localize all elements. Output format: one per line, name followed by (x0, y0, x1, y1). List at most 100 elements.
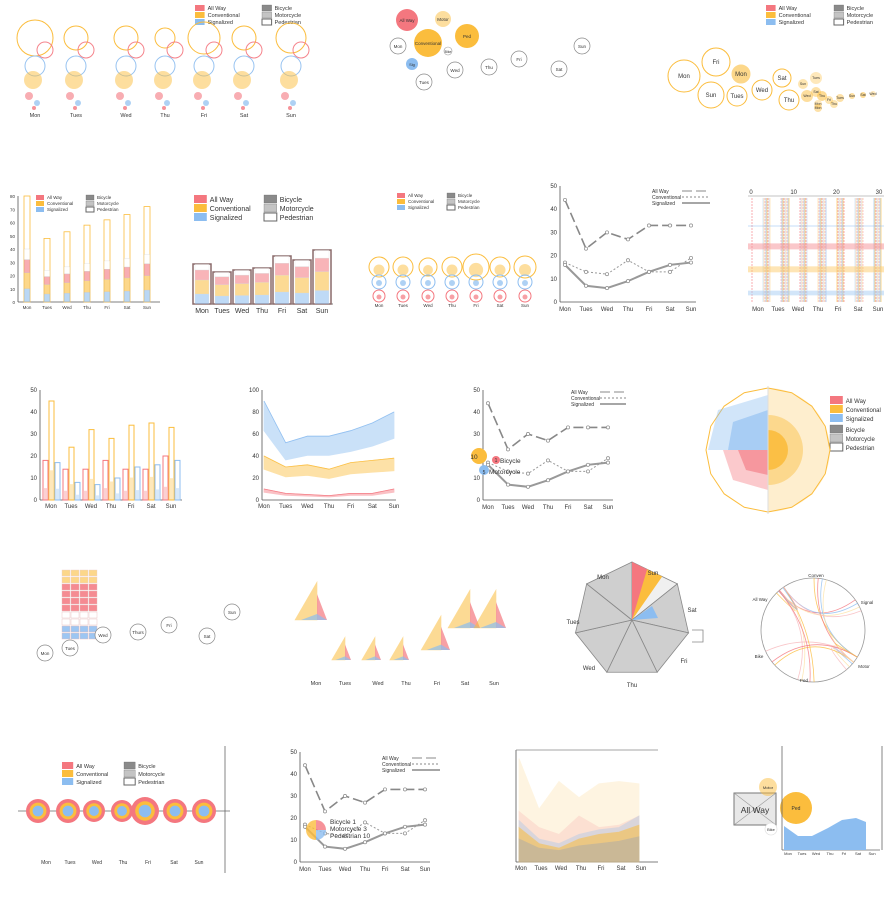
bubble (396, 9, 418, 31)
bar-segment (83, 280, 91, 293)
x-tick-label: Tues (339, 681, 351, 687)
legend-label: Motorcycle (138, 772, 165, 778)
data-point (626, 237, 630, 242)
legend-label: All Way (571, 390, 588, 396)
bar-fill (136, 490, 139, 500)
bar-segment (234, 295, 250, 305)
bar-segment (43, 276, 51, 285)
bubble (203, 100, 209, 106)
pie-label: Motorcycle (489, 469, 521, 476)
waffle-cell (70, 618, 80, 626)
bar-fill (170, 478, 173, 500)
x-tick-label: Thu (576, 866, 586, 872)
sail (393, 656, 409, 660)
waffle-cell (70, 611, 80, 619)
y-tick-label: 30 (550, 230, 557, 236)
bar-segment (143, 254, 151, 264)
x-tick-label: Sat (368, 504, 377, 510)
bubble (155, 92, 163, 100)
x-tick-label: Fri (598, 866, 605, 872)
inline-legend-label: Bicycle 1 (330, 819, 356, 826)
pie-slice (306, 820, 316, 840)
bubble (489, 256, 511, 278)
x-tick-label: Wed (423, 303, 433, 308)
x-tick-label: Tues (64, 504, 77, 510)
pie-value: 5 (483, 470, 486, 476)
data-point (566, 469, 570, 474)
legend-swatch (446, 192, 456, 199)
legend-label: Motorcycle (458, 199, 480, 204)
bubble (406, 58, 418, 70)
bubble (166, 41, 184, 59)
bar-segment (254, 273, 270, 283)
x-tick-label: Sun (286, 113, 296, 119)
bar-segment (83, 271, 91, 282)
bar-segment (103, 260, 111, 270)
data-point (606, 456, 610, 461)
bubble-label: Motor (437, 17, 449, 22)
bubble-label: Mon (815, 106, 822, 110)
bar-fill (164, 486, 167, 500)
bubble-label: Mon (394, 44, 403, 49)
bubble-label: Sun (578, 44, 587, 49)
x-tick-label: Sun (316, 308, 329, 315)
bubble (292, 41, 310, 59)
panel-line-chart-c: 0 10 20 30 40 50 Mon Tues Wed Thu Fri Sat Sun All Way… (290, 750, 440, 873)
data-point (546, 458, 550, 463)
donut-ring (32, 805, 44, 817)
bubble (473, 280, 479, 286)
radial-wedge (768, 388, 830, 512)
bracket (692, 629, 704, 643)
bubble (400, 294, 406, 300)
bubble-label: Bike (767, 827, 776, 832)
legend-swatch (263, 194, 277, 204)
legend-swatch (36, 195, 44, 200)
bubble (415, 73, 433, 91)
data-point (605, 272, 609, 277)
sail (426, 644, 450, 650)
bubble (392, 256, 414, 278)
bubble-label: Sun (706, 93, 717, 99)
x-tick-label: Tues (318, 867, 331, 873)
sail (403, 644, 409, 660)
bar-segment (274, 263, 290, 276)
bubble (193, 71, 211, 89)
waffle-cell (61, 618, 71, 626)
legend-swatch (397, 199, 405, 204)
chord (778, 590, 860, 616)
x-tick-label: Mon (784, 851, 792, 856)
bubble (836, 94, 844, 102)
bar-segment (63, 266, 71, 275)
bubble-label: Mon (735, 72, 747, 78)
bubble (443, 46, 453, 56)
x-tick-label: Thu (448, 303, 456, 308)
axis-label: Tues (566, 620, 579, 626)
x-tick-label: Wed (601, 307, 613, 313)
x-tick-label: Sun (873, 307, 884, 313)
chord-ring (760, 577, 866, 683)
data-point (323, 809, 327, 814)
data-point (343, 794, 347, 798)
bubble (234, 92, 242, 100)
bar-fill (156, 489, 159, 500)
y-tick-label: 10 (10, 287, 16, 292)
box-label: All Way (741, 805, 770, 815)
bubble (455, 24, 479, 48)
pie-slice (316, 830, 326, 840)
bubble (494, 264, 506, 276)
data-point (323, 844, 327, 849)
bar-fill (96, 495, 99, 500)
bar (48, 400, 55, 501)
bar-segment (123, 258, 131, 268)
data-point (486, 401, 490, 406)
bar-fill (104, 488, 107, 500)
y-tick-label: 20 (10, 274, 16, 279)
x-tick-label: Wed (301, 504, 313, 510)
axis-label: Sun (648, 571, 659, 577)
bubble (493, 289, 507, 303)
data-point (606, 425, 610, 430)
x-tick-label: Fri (646, 307, 653, 313)
bubble-label: Tues (812, 76, 820, 80)
x-tick-label: Fri (835, 307, 842, 313)
